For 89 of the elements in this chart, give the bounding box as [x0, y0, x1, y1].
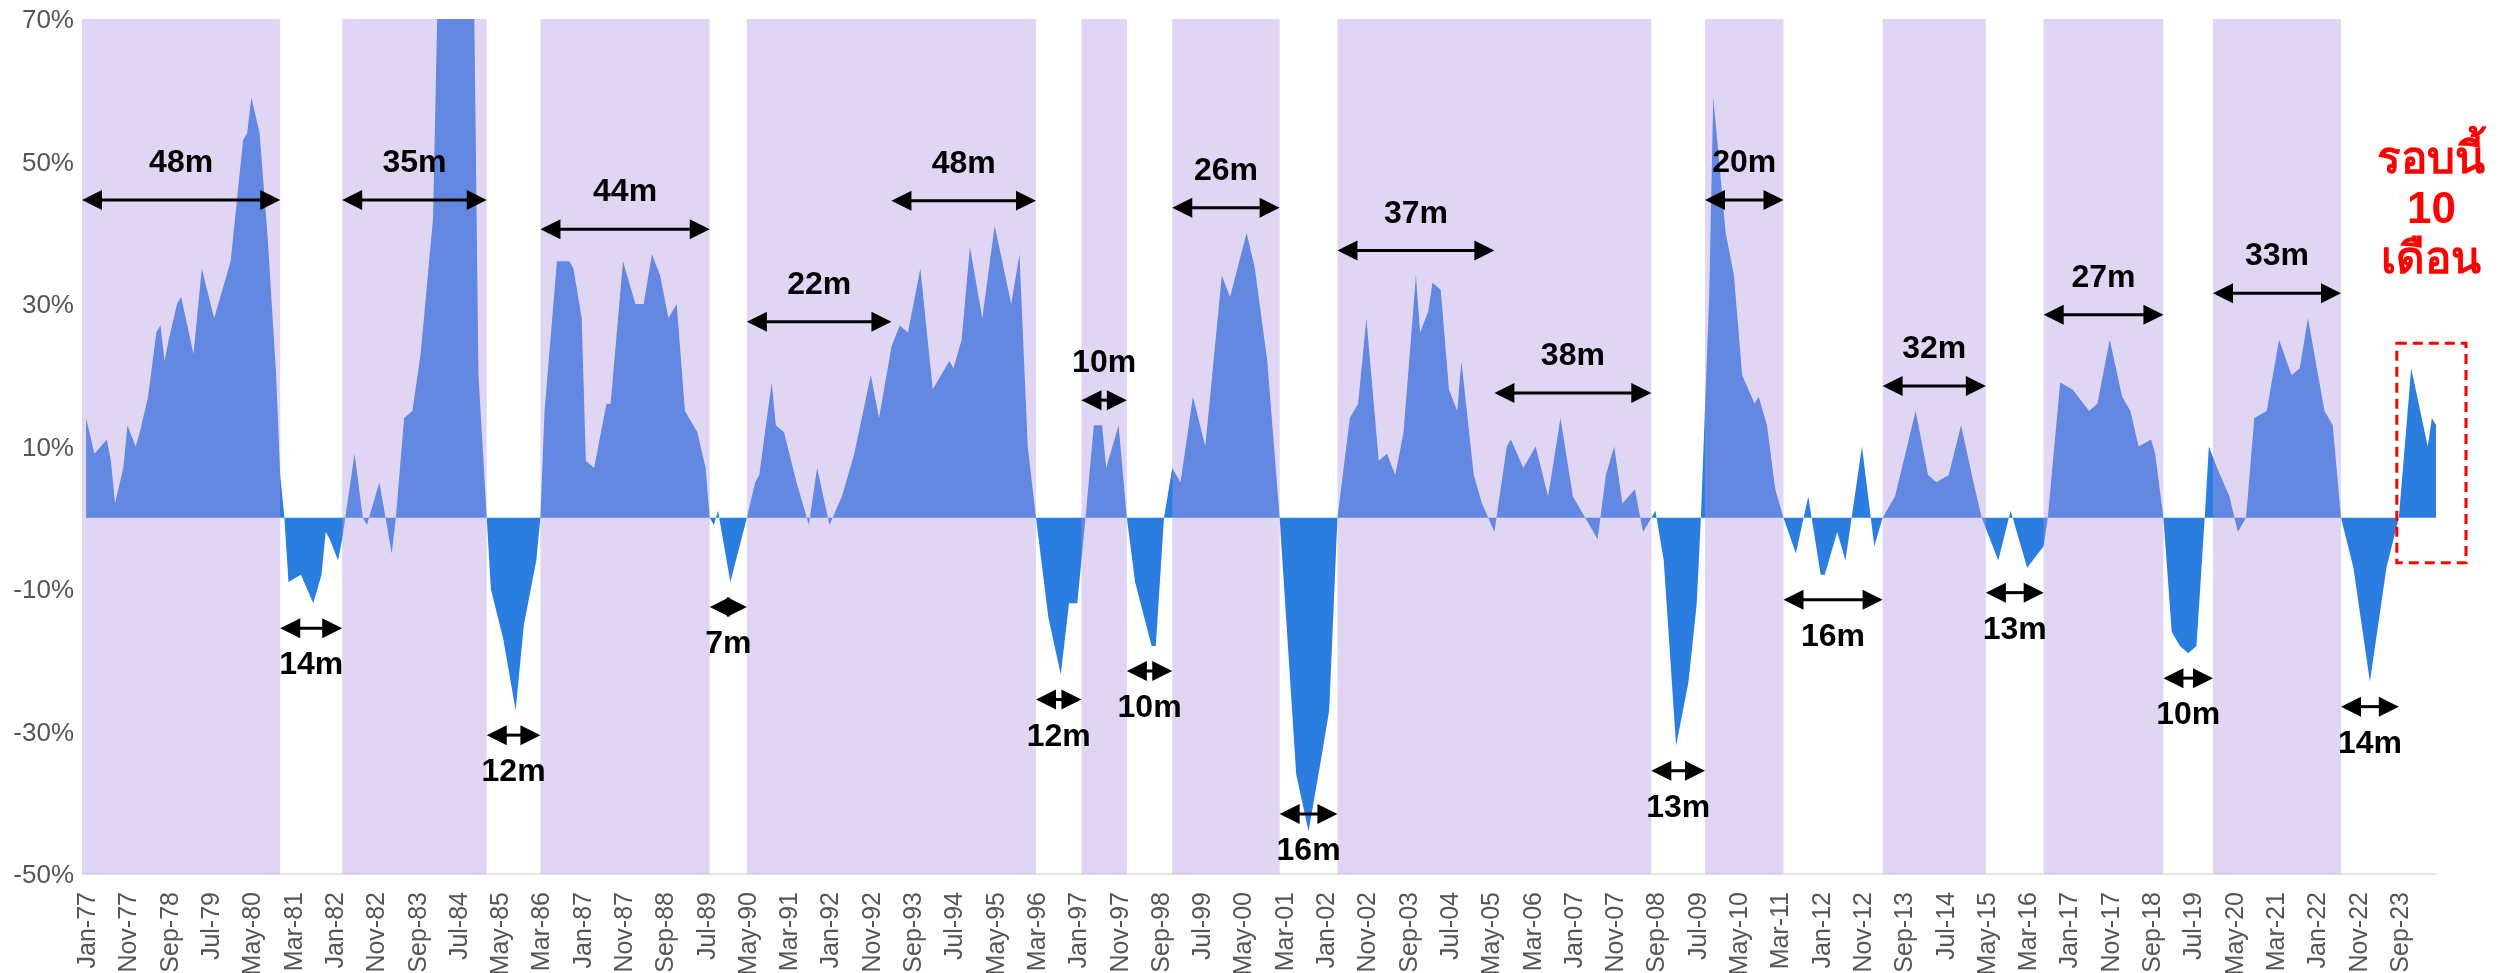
x-tick-label: Nov-82 [361, 892, 390, 973]
x-tick-label: Jan-77 [72, 892, 101, 969]
x-tick-label: Mar-06 [1517, 892, 1546, 972]
x-tick-label: Mar-16 [2013, 892, 2042, 972]
x-tick-label: Sep-18 [2137, 892, 2166, 973]
x-tick-label: Jan-97 [1063, 892, 1092, 969]
x-tick-label: Nov-87 [609, 892, 638, 973]
x-tick-label: Jul-04 [1434, 891, 1463, 961]
x-tick-label: Sep-08 [1641, 892, 1670, 973]
y-tick-label: 50% [21, 146, 74, 177]
x-tick-label: Sep-93 [898, 892, 927, 973]
annotation: 10m [1072, 343, 1137, 380]
annotation: 14m [279, 645, 344, 682]
x-tick-label: Jul-99 [1187, 892, 1216, 961]
x-tick-label: Jul-79 [196, 892, 225, 961]
x-tick-label: May-95 [980, 892, 1009, 973]
x-tick-label: Jul-19 [2178, 892, 2207, 961]
x-tick-label: Sep-88 [650, 892, 679, 973]
x-tick-label: Jul-94 [939, 891, 968, 961]
annotation: 35m [382, 143, 447, 179]
x-tick-label: May-85 [485, 892, 514, 973]
x-tick-label: May-05 [1476, 892, 1505, 973]
annotation: 26m [1193, 150, 1258, 187]
y-tick-label: -30% [13, 716, 74, 747]
x-tick-label: Nov-07 [1600, 892, 1629, 973]
x-tick-label: Nov-02 [1352, 892, 1381, 973]
x-tick-label: May-15 [1971, 892, 2000, 973]
x-tick-label: Jan-82 [319, 892, 348, 969]
annotation: 12m [1026, 716, 1091, 753]
x-tick-label: Sep-78 [154, 892, 183, 973]
x-tick-label: Jul-14 [1930, 891, 1959, 961]
x-tick-label: Nov-17 [2095, 892, 2124, 973]
annotation: รอบนี้ 10 เดือน [2377, 125, 2488, 283]
x-tick-label: Jan-92 [815, 892, 844, 969]
annotation: 13m [1646, 787, 1711, 824]
annotation: 37m [1383, 193, 1448, 230]
x-tick-label: Mar-86 [526, 892, 555, 972]
x-tick-label: May-10 [1724, 892, 1753, 973]
x-tick-label: May-80 [237, 892, 266, 973]
y-tick-label: 10% [21, 431, 74, 462]
x-tick-label: Nov-12 [1847, 892, 1876, 973]
x-tick-label: Nov-97 [1104, 892, 1133, 973]
x-tick-label: Jan-17 [2054, 892, 2083, 969]
annotation: 48m [149, 143, 214, 179]
annotation: 7m [705, 623, 752, 660]
x-tick-label: May-00 [1228, 892, 1257, 973]
annotation: 38m [1540, 336, 1605, 372]
x-tick-label: Jan-87 [567, 892, 596, 969]
x-tick-label: Nov-22 [2343, 892, 2372, 973]
annotation: 14m [2337, 723, 2402, 760]
annotation: 44m [593, 172, 658, 209]
x-tick-label: Nov-92 [856, 892, 885, 973]
x-tick-label: Sep-83 [402, 892, 431, 973]
x-tick-label: May-90 [732, 892, 761, 973]
x-tick-label: Mar-96 [1021, 892, 1050, 972]
annotation: 33m [2244, 236, 2310, 273]
annotation: 10m [1117, 688, 1182, 724]
x-tick-label: Mar-01 [1269, 892, 1298, 972]
x-tick-label: Jan-07 [1558, 892, 1587, 969]
annotation: 16m [1801, 616, 1866, 653]
x-tick-label: Nov-77 [113, 892, 142, 973]
annotation: 32m [1902, 328, 1967, 365]
x-tick-label: Sep-13 [1889, 892, 1918, 973]
y-tick-label: -10% [13, 574, 74, 605]
x-tick-label: May-20 [2219, 892, 2248, 973]
annotation: 22m [787, 264, 852, 301]
x-tick-label: Jan-12 [1806, 892, 1835, 969]
annotation: 12m [481, 752, 546, 789]
x-tick-label: Mar-91 [774, 892, 803, 972]
y-tick-label: -50% [13, 859, 74, 890]
x-tick-label: Jul-09 [1682, 892, 1711, 961]
annotation: 10m [2156, 695, 2221, 732]
y-tick-label: 30% [21, 289, 74, 320]
x-tick-label: Jan-02 [1311, 892, 1340, 969]
x-tick-label: Sep-23 [2384, 892, 2413, 973]
annotation: 16m [1276, 831, 1341, 867]
x-tick-label: Sep-98 [1145, 892, 1174, 973]
x-tick-label: Sep-03 [1393, 892, 1422, 973]
annotation: 20m [1712, 143, 1777, 179]
annotation: 27m [2071, 257, 2136, 294]
x-tick-label: Jul-89 [691, 892, 720, 961]
annotation: 13m [1982, 609, 2047, 646]
x-tick-label: Mar-11 [1765, 892, 1794, 970]
x-tick-label: Jan-22 [2302, 892, 2331, 969]
x-tick-label: Mar-81 [278, 892, 307, 972]
x-tick-label: Mar-21 [2260, 892, 2289, 972]
x-tick-label: Jul-84 [443, 891, 472, 961]
annotation: 48m [931, 143, 996, 180]
y-tick-label: 70% [21, 4, 74, 35]
